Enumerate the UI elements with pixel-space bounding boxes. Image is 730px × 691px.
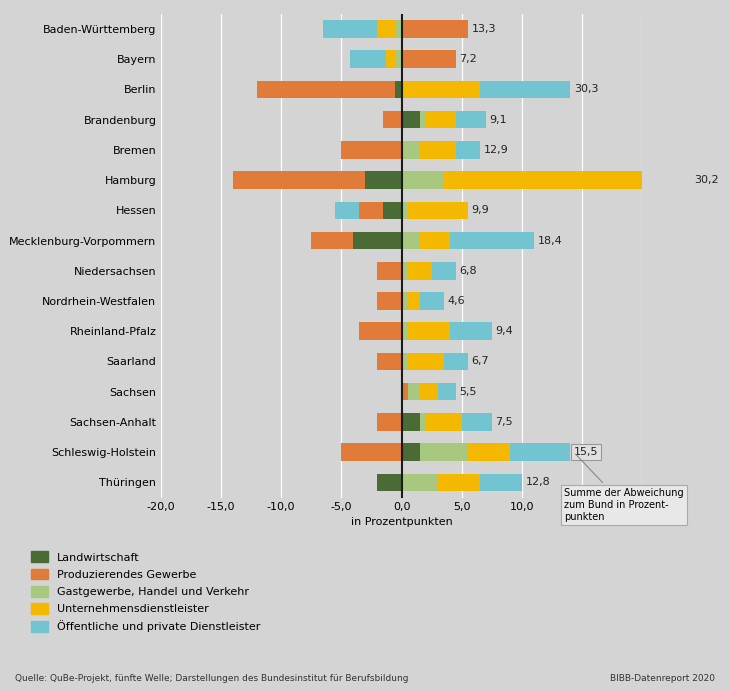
Text: Summe der Abweichung
zum Bund in Prozent-
punkten: Summe der Abweichung zum Bund in Prozent…	[564, 454, 684, 522]
Bar	[648, 171, 691, 189]
Bar	[341, 444, 402, 461]
Text: 7,5: 7,5	[496, 417, 513, 427]
Bar	[402, 202, 407, 219]
Bar	[396, 20, 402, 38]
Bar	[402, 141, 420, 159]
Text: 4,6: 4,6	[447, 296, 465, 306]
Bar	[462, 413, 492, 430]
X-axis label: in Prozentpunkten: in Prozentpunkten	[350, 518, 453, 527]
Text: 12,8: 12,8	[526, 477, 550, 487]
Bar	[383, 111, 402, 129]
Bar	[311, 231, 353, 249]
Text: 9,4: 9,4	[496, 326, 513, 337]
Bar	[480, 81, 570, 98]
Legend: Landwirtschaft, Produzierendes Gewerbe, Gastgewerbe, Handel und Verkehr, Unterne: Landwirtschaft, Produzierendes Gewerbe, …	[31, 551, 260, 632]
Bar	[402, 262, 407, 280]
Bar	[438, 383, 456, 401]
Bar	[450, 323, 492, 340]
Bar	[377, 473, 402, 491]
Bar	[402, 292, 407, 310]
Bar	[420, 383, 438, 401]
Bar	[402, 473, 438, 491]
Bar	[402, 171, 444, 189]
Bar	[402, 111, 420, 129]
Bar	[402, 413, 420, 430]
Text: Quelle: QuBe-Projekt, fünfte Welle; Darstellungen des Bundesinstitut für Berufsb: Quelle: QuBe-Projekt, fünfte Welle; Dars…	[15, 674, 408, 683]
Bar	[396, 50, 402, 68]
Bar	[402, 20, 468, 38]
Bar	[420, 231, 450, 249]
Bar	[402, 352, 407, 370]
Text: 18,4: 18,4	[537, 236, 562, 245]
Bar	[407, 383, 420, 401]
Bar	[456, 111, 486, 129]
Bar	[420, 141, 456, 159]
Bar	[431, 262, 456, 280]
Bar	[350, 50, 386, 68]
Text: 7,2: 7,2	[459, 54, 477, 64]
Bar	[402, 323, 407, 340]
Text: 30,3: 30,3	[574, 84, 599, 95]
Bar	[480, 473, 522, 491]
Bar	[407, 292, 420, 310]
Bar	[377, 262, 402, 280]
Bar	[257, 81, 396, 98]
Bar	[353, 231, 402, 249]
Bar	[386, 50, 396, 68]
Bar	[468, 444, 510, 461]
Bar	[402, 81, 480, 98]
Bar	[377, 20, 396, 38]
Bar	[396, 81, 402, 98]
Bar	[444, 352, 468, 370]
Text: 9,1: 9,1	[489, 115, 507, 124]
Bar	[233, 171, 366, 189]
Bar	[407, 352, 444, 370]
Bar	[438, 473, 480, 491]
Text: 6,8: 6,8	[459, 266, 477, 276]
Text: 13,3: 13,3	[472, 24, 496, 34]
Bar	[402, 383, 407, 401]
Bar	[335, 202, 359, 219]
Text: 15,5: 15,5	[574, 447, 599, 457]
Bar	[456, 141, 480, 159]
Bar	[359, 202, 383, 219]
Bar	[377, 413, 402, 430]
Bar	[510, 444, 570, 461]
Bar	[407, 323, 450, 340]
Bar	[420, 413, 426, 430]
Text: 6,7: 6,7	[472, 357, 489, 366]
Bar	[420, 444, 468, 461]
Bar	[402, 231, 420, 249]
Bar	[377, 292, 402, 310]
Text: 5,5: 5,5	[459, 387, 477, 397]
Text: 9,9: 9,9	[472, 205, 489, 216]
Bar	[377, 352, 402, 370]
Bar	[402, 444, 420, 461]
Bar	[420, 111, 426, 129]
Bar	[383, 202, 402, 219]
Text: 12,9: 12,9	[483, 145, 508, 155]
Bar	[366, 171, 402, 189]
Bar	[426, 413, 461, 430]
Bar	[359, 323, 402, 340]
Bar	[444, 171, 648, 189]
Bar	[341, 141, 402, 159]
Text: BIBB-Datenreport 2020: BIBB-Datenreport 2020	[610, 674, 715, 683]
Bar	[407, 202, 468, 219]
Bar	[450, 231, 534, 249]
Bar	[323, 20, 377, 38]
Bar	[407, 262, 431, 280]
Bar	[426, 111, 456, 129]
Bar	[420, 292, 444, 310]
Text: 30,2: 30,2	[694, 175, 719, 185]
Bar	[402, 50, 456, 68]
